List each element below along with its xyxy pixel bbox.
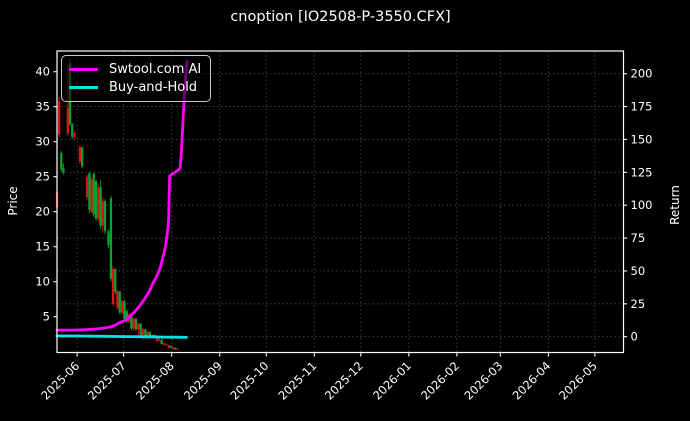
svg-text:30: 30 bbox=[35, 135, 50, 149]
ai-line-label: Swtool.com AI bbox=[109, 61, 202, 77]
ai-line-swatch bbox=[69, 67, 98, 71]
svg-text:2025-12: 2025-12 bbox=[322, 359, 366, 403]
svg-text:100: 100 bbox=[631, 198, 653, 212]
price-axis-label: Price bbox=[6, 186, 20, 216]
svg-text:2025-10: 2025-10 bbox=[227, 359, 271, 403]
svg-text:5: 5 bbox=[43, 310, 50, 324]
svg-text:2025-06: 2025-06 bbox=[38, 359, 82, 403]
svg-text:2025-11: 2025-11 bbox=[276, 359, 320, 403]
svg-text:15: 15 bbox=[35, 240, 50, 254]
svg-text:150: 150 bbox=[631, 132, 653, 146]
svg-text:40: 40 bbox=[35, 65, 50, 79]
svg-text:175: 175 bbox=[631, 100, 653, 114]
legend: Swtool.com AI Buy-and-Hold bbox=[61, 55, 211, 102]
svg-text:2025-08: 2025-08 bbox=[133, 359, 177, 403]
svg-text:2026-02: 2026-02 bbox=[418, 359, 462, 403]
buy-hold-line-swatch bbox=[69, 86, 98, 90]
legend-item-ai: Swtool.com AI bbox=[62, 62, 210, 77]
svg-text:125: 125 bbox=[631, 165, 653, 179]
svg-text:25: 25 bbox=[35, 170, 50, 184]
svg-text:200: 200 bbox=[631, 67, 653, 81]
svg-text:35: 35 bbox=[35, 100, 50, 114]
svg-text:25: 25 bbox=[631, 297, 646, 311]
svg-text:50: 50 bbox=[631, 264, 646, 278]
svg-text:10: 10 bbox=[35, 275, 50, 289]
svg-text:20: 20 bbox=[35, 205, 50, 219]
svg-text:0: 0 bbox=[631, 330, 638, 344]
svg-text:2025-07: 2025-07 bbox=[85, 359, 129, 403]
svg-text:2026-05: 2026-05 bbox=[556, 359, 600, 403]
buy-hold-line-label: Buy-and-Hold bbox=[109, 80, 198, 96]
return-axis-label: Return bbox=[668, 185, 682, 225]
svg-text:2025-09: 2025-09 bbox=[181, 359, 225, 403]
chart-title: cnoption [IO2508-P-3550.CFX] bbox=[230, 9, 451, 25]
svg-text:75: 75 bbox=[631, 231, 646, 245]
svg-text:2026-04: 2026-04 bbox=[510, 359, 554, 403]
svg-text:2026-01: 2026-01 bbox=[370, 359, 414, 403]
svg-text:2026-03: 2026-03 bbox=[462, 359, 506, 403]
legend-item-buyhold: Buy-and-Hold bbox=[62, 80, 210, 95]
